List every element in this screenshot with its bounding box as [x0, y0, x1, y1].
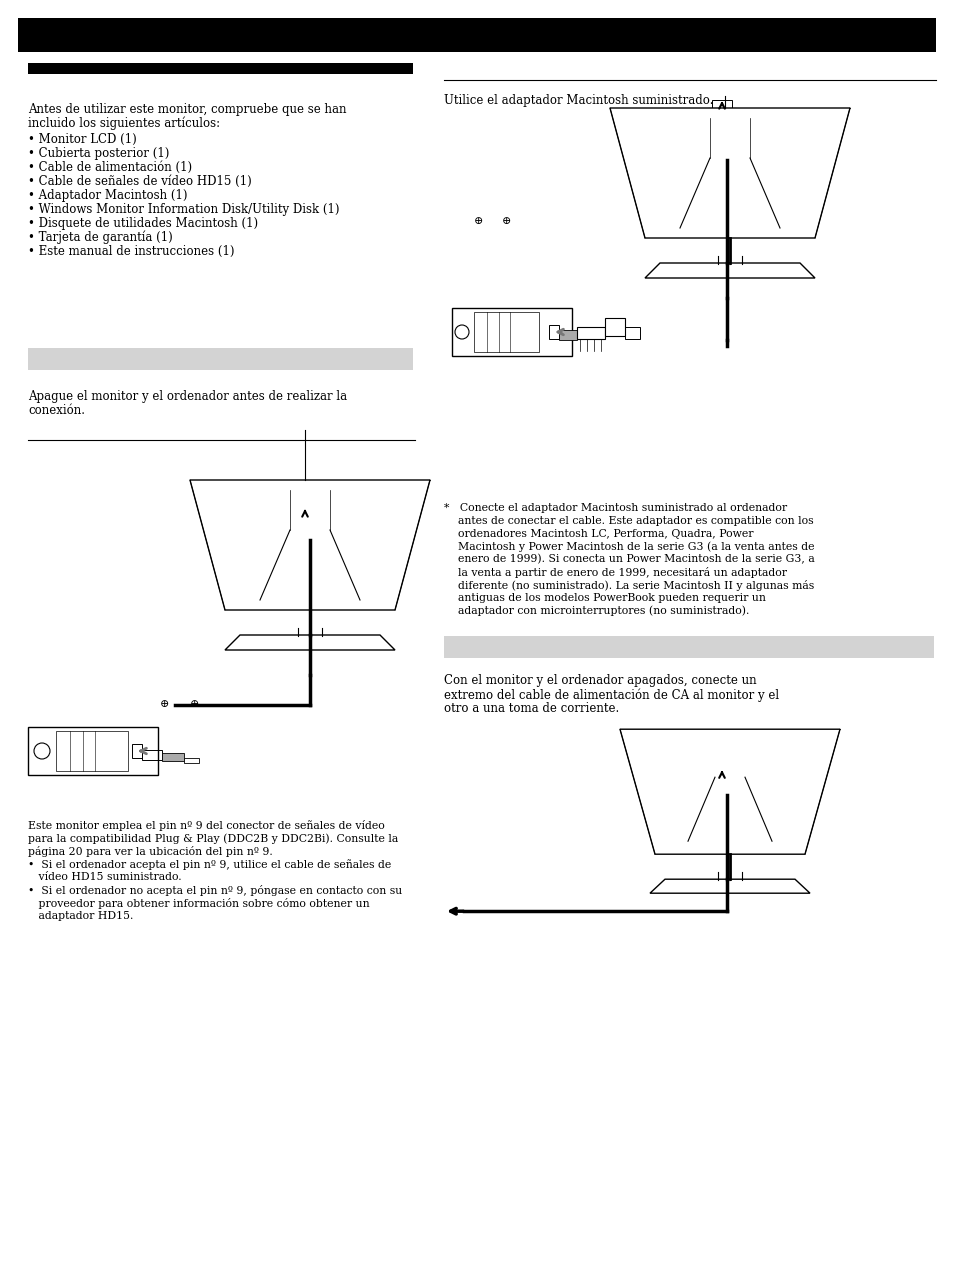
Bar: [28, 348, 413, 369]
Text: • Disquete de utilidades Macintosh (1): • Disquete de utilidades Macintosh (1): [28, 217, 258, 231]
Text: •  Si el ordenador acepta el pin nº 9, utilice el cable de señales de: • Si el ordenador acepta el pin nº 9, ut…: [28, 859, 391, 870]
Bar: [474, 312, 538, 352]
Bar: [318, 512, 327, 522]
Bar: [711, 141, 731, 144]
Bar: [283, 512, 291, 522]
Text: página 20 para ver la ubicación del pin nº 9.: página 20 para ver la ubicación del pin …: [28, 846, 273, 857]
Bar: [28, 727, 158, 775]
Bar: [293, 531, 316, 534]
Polygon shape: [190, 480, 430, 610]
Polygon shape: [649, 879, 809, 893]
Text: diferente (no suministrado). La serie Macintosh II y algunas más: diferente (no suministrado). La serie Ma…: [443, 580, 814, 591]
Text: • Windows Monitor Information Disk/Utility Disk (1): • Windows Monitor Information Disk/Utili…: [28, 203, 339, 217]
Polygon shape: [609, 108, 849, 238]
Text: • Adaptador Macintosh (1): • Adaptador Macintosh (1): [28, 189, 188, 203]
Bar: [296, 533, 313, 540]
Bar: [162, 753, 184, 761]
Bar: [577, 327, 604, 339]
Bar: [28, 62, 413, 74]
Text: Con el monitor y el ordenador apagados, conecte un: Con el monitor y el ordenador apagados, …: [443, 674, 756, 687]
Bar: [142, 750, 162, 761]
Text: Antes de utilizar este monitor, compruebe que se han: Antes de utilizar este monitor, comprueb…: [28, 103, 346, 116]
Bar: [18, 18, 935, 52]
Bar: [293, 524, 316, 526]
Text: proveedor para obtener información sobre cómo obtener un: proveedor para obtener información sobre…: [28, 898, 369, 910]
Bar: [370, 510, 384, 522]
Bar: [624, 327, 639, 339]
Bar: [443, 636, 933, 659]
Text: enero de 1999). Si conecta un Power Macintosh de la serie G3, a: enero de 1999). Si conecta un Power Maci…: [443, 554, 814, 564]
Bar: [709, 120, 733, 138]
Bar: [291, 498, 318, 519]
Text: antiguas de los modelos PowerBook pueden requerir un: antiguas de los modelos PowerBook pueden…: [443, 592, 765, 603]
Bar: [548, 325, 558, 339]
Text: ⊕: ⊕: [160, 699, 170, 710]
Bar: [711, 769, 731, 781]
Bar: [711, 138, 731, 140]
Bar: [558, 330, 577, 340]
Bar: [781, 773, 793, 784]
Text: para la compatibilidad Plug & Play (DDC2B y DDC2Bi). Consulte la: para la compatibilidad Plug & Play (DDC2…: [28, 833, 397, 843]
Text: *   Conecte el adaptador Macintosh suministrado al ordenador: * Conecte el adaptador Macintosh suminis…: [443, 503, 786, 513]
Bar: [132, 744, 142, 758]
Text: adaptador con microinterruptores (no suministrado).: adaptador con microinterruptores (no sum…: [443, 605, 749, 615]
Bar: [56, 731, 128, 771]
Bar: [701, 131, 709, 141]
Text: antes de conectar el cable. Este adaptador es compatible con los: antes de conectar el cable. Este adaptad…: [443, 516, 813, 526]
Bar: [604, 318, 624, 336]
Bar: [711, 145, 731, 148]
Text: • Cable de señales de vídeo HD15 (1): • Cable de señales de vídeo HD15 (1): [28, 175, 252, 189]
Polygon shape: [619, 729, 840, 854]
Bar: [711, 149, 731, 152]
Bar: [293, 527, 316, 530]
Bar: [707, 108, 735, 122]
Text: • Monitor LCD (1): • Monitor LCD (1): [28, 132, 136, 147]
Text: ⊕: ⊕: [501, 217, 511, 225]
Text: •  Si el ordenador no acepta el pin nº 9, póngase en contacto con su: • Si el ordenador no acepta el pin nº 9,…: [28, 885, 402, 896]
Text: Este monitor emplea el pin nº 9 del conector de señales de vídeo: Este monitor emplea el pin nº 9 del cone…: [28, 820, 384, 831]
Bar: [711, 99, 731, 110]
Polygon shape: [644, 262, 814, 278]
Text: • Cable de alimentación (1): • Cable de alimentación (1): [28, 161, 192, 175]
Bar: [787, 136, 801, 148]
Polygon shape: [225, 634, 395, 650]
Text: ⊕: ⊕: [474, 217, 483, 225]
Text: adaptador HD15.: adaptador HD15.: [28, 911, 133, 921]
Text: Apague el monitor y el ordenador antes de realizar la: Apague el monitor y el ordenador antes d…: [28, 390, 347, 403]
Text: • Este manual de instrucciones (1): • Este manual de instrucciones (1): [28, 245, 234, 259]
Bar: [713, 787, 729, 795]
Bar: [293, 519, 316, 522]
Text: la venta a partir de enero de 1999, necesitará un adaptador: la venta a partir de enero de 1999, nece…: [443, 567, 786, 578]
Text: otro a una toma de corriente.: otro a una toma de corriente.: [443, 702, 618, 715]
Bar: [293, 515, 316, 519]
Text: • Cubierta posterior (1): • Cubierta posterior (1): [28, 147, 170, 161]
Bar: [452, 308, 572, 355]
Bar: [733, 131, 741, 141]
Text: ordenadores Macintosh LC, Performa, Quadra, Power: ordenadores Macintosh LC, Performa, Quad…: [443, 529, 753, 539]
Text: conexión.: conexión.: [28, 404, 85, 417]
Text: incluido los siguientes artículos:: incluido los siguientes artículos:: [28, 117, 220, 130]
Text: extremo del cable de alimentación de CA al monitor y el: extremo del cable de alimentación de CA …: [443, 688, 779, 702]
Bar: [184, 758, 199, 763]
Text: Utilice el adaptador Macintosh suministrado.: Utilice el adaptador Macintosh suministr…: [443, 94, 713, 107]
Text: vídeo HD15 suministrado.: vídeo HD15 suministrado.: [28, 871, 181, 882]
Text: • Tarjeta de garantía (1): • Tarjeta de garantía (1): [28, 231, 172, 245]
Text: Macintosh y Power Macintosh de la serie G3 (a la venta antes de: Macintosh y Power Macintosh de la serie …: [443, 541, 814, 552]
Text: ⊕: ⊕: [190, 699, 199, 710]
